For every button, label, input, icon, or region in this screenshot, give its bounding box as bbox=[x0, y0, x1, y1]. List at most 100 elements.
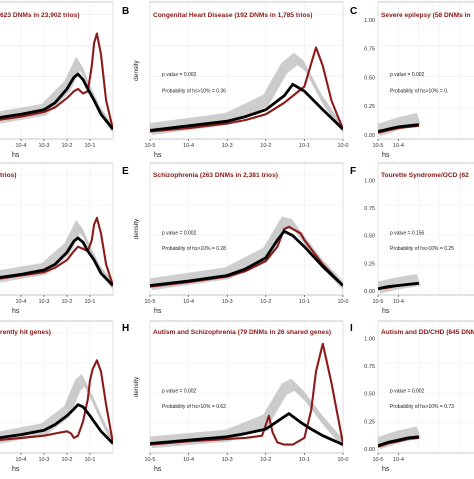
y-tick-label: 0.25 bbox=[364, 261, 375, 267]
series-expected-line bbox=[0, 403, 113, 445]
x-tick-label: 10-4 bbox=[393, 143, 404, 149]
probability-annotation: Probability of hs>10% = 0.62 bbox=[162, 404, 226, 410]
panel-frame bbox=[149, 162, 344, 296]
panel-letter: H bbox=[122, 323, 129, 334]
y-axis-label: density bbox=[133, 376, 140, 397]
plot-area bbox=[378, 274, 421, 294]
x-tick-label: 10-0 bbox=[337, 143, 348, 149]
x-tick-label: 10-4 bbox=[15, 457, 26, 463]
series-simulations-line bbox=[378, 274, 418, 284]
panel-7: 10-5 10-4 10-3 10-2 10-1 10-0 hs density H Autism… bbox=[122, 320, 349, 473]
pvalue-annotation: p value = 0.002 bbox=[162, 72, 197, 78]
x-tick-label: 10-3 bbox=[38, 143, 49, 149]
panel-title: Tourette Syndrome/OCD (62 bbox=[381, 172, 469, 179]
series-simulations-line bbox=[378, 428, 418, 442]
panel-title: Autism and Schizophrenia (79 DNMs in 26 … bbox=[153, 329, 331, 336]
pvalue-annotation: p value = 0.002 bbox=[390, 72, 425, 78]
series-simulations-line bbox=[378, 429, 419, 443]
y-tick-label: 0.00 bbox=[364, 133, 375, 139]
x-axis-label: hs bbox=[12, 152, 20, 159]
y-tick-label: 0.00 bbox=[364, 289, 375, 295]
x-tick-label: 10-2 bbox=[260, 299, 271, 305]
plot-area bbox=[0, 359, 113, 448]
y-tick-label: 1.00 bbox=[364, 18, 375, 24]
panel-letter: I bbox=[350, 323, 353, 334]
y-tick-label: 0.75 bbox=[364, 206, 375, 212]
pvalue-annotation: p value = 0.002 bbox=[162, 388, 197, 394]
x-tick-label: 10-1 bbox=[84, 457, 95, 463]
x-tick-label: 10-1 bbox=[299, 457, 310, 463]
panel-frame bbox=[377, 162, 474, 296]
series-expected-line bbox=[150, 412, 343, 446]
x-tick-label: 10-2 bbox=[260, 457, 271, 463]
probability-annotation: Probability of hs>10% = 0.73 bbox=[390, 404, 454, 410]
x-tick-label: 10-3 bbox=[222, 299, 233, 305]
x-tick-label: 10-4 bbox=[15, 143, 26, 149]
x-tick-label: 10-5 bbox=[372, 143, 383, 149]
plot-area bbox=[378, 113, 421, 137]
panel-frame bbox=[149, 1, 344, 140]
x-axis-label: hs bbox=[12, 466, 20, 473]
y-tick-label: 0.25 bbox=[364, 104, 375, 110]
x-tick-label: 10-0 bbox=[337, 457, 348, 463]
probability-annotation: Probability of hs>10% = 0.25 bbox=[390, 246, 454, 252]
panel-title: Congenital Heart Disease (192 DNMs in 1,… bbox=[153, 12, 312, 19]
probability-annotation: Probability of hs>10% = 0.28 bbox=[162, 246, 226, 252]
series-simulations-line bbox=[378, 113, 418, 127]
panel-4: 10-5 10-4 10-3 10-2 10-1 10-0 hs density E Schizo… bbox=[122, 162, 349, 315]
x-axis-label: hs bbox=[154, 152, 162, 159]
x-tick-label: 10-2 bbox=[61, 143, 72, 149]
pvalue-annotation: p value = 0.002 bbox=[390, 388, 425, 394]
x-tick-label: 10-2 bbox=[260, 143, 271, 149]
plot-area bbox=[0, 216, 113, 290]
x-tick-label: 10-5 bbox=[144, 143, 155, 149]
x-tick-label: 10-1 bbox=[84, 143, 95, 149]
panel-letter: B bbox=[122, 6, 129, 17]
pvalue-annotation: p value = 0.002 bbox=[162, 230, 197, 236]
plot-area bbox=[378, 426, 421, 450]
series-simulations-line bbox=[378, 431, 420, 445]
series-simulations-line bbox=[378, 277, 419, 288]
series-expected-line bbox=[378, 123, 419, 133]
panel-2: 10-5 10-4 0.00 0.25 0.50 0.75 1.00 hs C Severe ep… bbox=[350, 1, 474, 159]
plot-area bbox=[150, 342, 343, 449]
panel-1: 10-5 10-4 10-3 10-2 10-1 10-0 hs density B Congen… bbox=[122, 1, 349, 159]
panel-letter: E bbox=[122, 166, 129, 177]
x-tick-label: 10-4 bbox=[183, 457, 194, 463]
series-simulations-line bbox=[0, 383, 113, 448]
y-tick-label: 0.25 bbox=[364, 419, 375, 425]
x-tick-label: 10-2 bbox=[61, 299, 72, 305]
y-axis-label: density bbox=[133, 59, 140, 80]
x-tick-label: 10-5 bbox=[144, 299, 155, 305]
series-simulations-line bbox=[378, 426, 418, 440]
probability-annotation: Probability of hs>10% = 0.36 bbox=[162, 88, 226, 94]
plot-area bbox=[150, 216, 343, 291]
x-axis-label: hs bbox=[154, 466, 162, 473]
series-simulations-line bbox=[379, 283, 421, 294]
x-tick-label: 10-0 bbox=[337, 299, 348, 305]
panel-0: 10-4 10-3 10-2 10-1 hs 623 DNMs in 23,902 tri… bbox=[0, 1, 114, 159]
x-tick-label: 10-4 bbox=[393, 299, 404, 305]
x-axis-label: hs bbox=[382, 152, 390, 159]
panel-title: 623 DNMs in 23,902 trios) bbox=[0, 12, 80, 19]
x-tick-label: 10-5 bbox=[144, 457, 155, 463]
series-simulations-line bbox=[378, 116, 419, 130]
y-tick-label: 0.00 bbox=[364, 447, 375, 453]
x-tick-label: 10-3 bbox=[222, 143, 233, 149]
series-observed-line bbox=[150, 46, 343, 133]
panel-frame bbox=[377, 1, 474, 140]
x-tick-label: 10-2 bbox=[61, 457, 72, 463]
series-expected-line bbox=[0, 72, 113, 131]
series-observed-line bbox=[0, 216, 113, 286]
panel-letter: F bbox=[350, 166, 356, 177]
series-expected-line bbox=[150, 82, 343, 132]
x-tick-label: 10-3 bbox=[222, 457, 233, 463]
probability-annotation: Probability of hs>10% = 0. bbox=[390, 88, 448, 94]
panel-8: 10-5 10-4 0.00 0.25 0.50 0.75 1.00 hs I Autism an… bbox=[350, 320, 474, 473]
y-tick-label: 0.50 bbox=[364, 234, 375, 240]
plot-area bbox=[150, 46, 343, 136]
x-tick-label: 10-3 bbox=[38, 457, 49, 463]
x-tick-label: 10-4 bbox=[15, 299, 26, 305]
panel-letter: C bbox=[350, 6, 357, 17]
y-tick-label: 0.50 bbox=[364, 392, 375, 398]
